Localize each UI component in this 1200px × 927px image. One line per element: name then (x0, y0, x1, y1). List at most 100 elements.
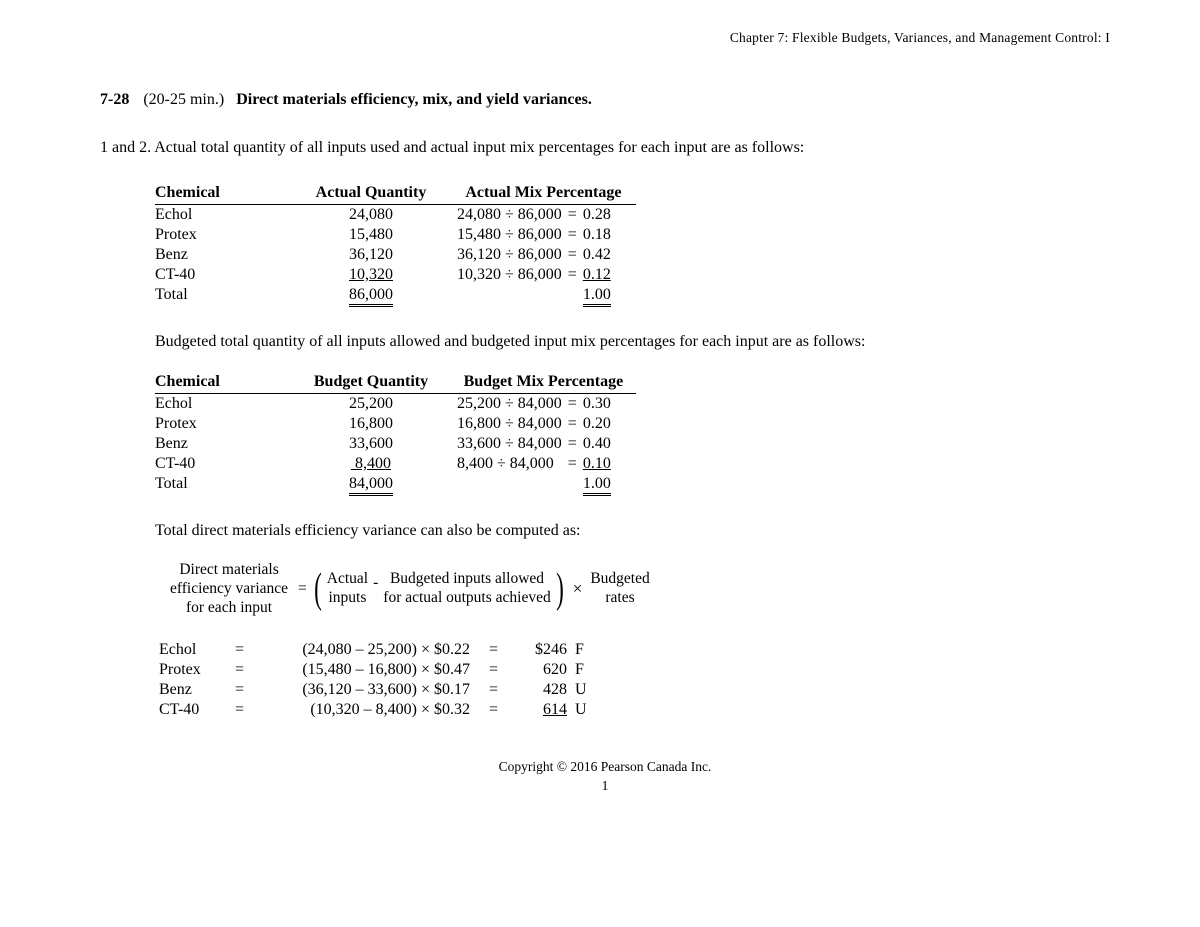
cell-chemical: CT-40 (155, 265, 291, 285)
table-row: Protex16,80016,800 ÷ 84,000=0.20 (155, 414, 636, 434)
eff-eq2: = (485, 640, 508, 660)
eff-eq2: = (485, 680, 508, 700)
cell-result: 0.10 (583, 454, 636, 474)
eff-flag: U (571, 680, 599, 700)
cell-eq: = (568, 245, 583, 265)
cell-chemical: Benz (155, 245, 291, 265)
col-budget-qty: Budget Quantity (291, 371, 457, 394)
eff-eq2: = (485, 660, 508, 680)
cell-eq: = (568, 205, 583, 226)
efficiency-intro: Total direct materials efficiency varian… (155, 522, 1110, 540)
table-row: CT-4010,32010,320 ÷ 86,000=0.12 (155, 265, 636, 285)
cell-chemical: Protex (155, 225, 291, 245)
eff-chem: Benz (155, 680, 223, 700)
eff-val: 614 (508, 700, 571, 720)
eff-flag: F (571, 660, 599, 680)
cell-eq: = (568, 225, 583, 245)
cell-eq: = (568, 414, 583, 434)
right-paren-icon: ) (556, 568, 564, 610)
cell-calc: 16,800 ÷ 84,000 (457, 414, 568, 434)
eff-val: 428 (508, 680, 571, 700)
table-total-row: Total 84,000 1.00 (155, 474, 636, 497)
eff-chem: Echol (155, 640, 223, 660)
eff-eq2: = (485, 700, 508, 720)
left-paren-icon: ( (314, 568, 322, 610)
table-header-row: Chemical Actual Quantity Actual Mix Perc… (155, 182, 636, 205)
eff-expr: (36,120 – 33,600) × $0.17 (256, 680, 485, 700)
cell-calc: 33,600 ÷ 84,000 (457, 434, 568, 454)
cell-eq: = (568, 454, 583, 474)
actual-table-wrap: Chemical Actual Quantity Actual Mix Perc… (155, 182, 1110, 308)
col-chemical: Chemical (155, 182, 291, 205)
table-total-row: Total 86,000 1.00 (155, 285, 636, 308)
page-footer: Copyright © 2016 Pearson Canada Inc. 1 (100, 758, 1110, 796)
eff-eq: = (223, 660, 256, 680)
col-budget-mix: Budget Mix Percentage (457, 371, 636, 394)
table-row: CT-40 8,4008,400 ÷ 84,000=0.10 (155, 454, 636, 474)
formula-lhs: Direct materials efficiency variance for… (170, 560, 288, 618)
cell-chemical: Protex (155, 414, 291, 434)
cell-result: 0.42 (583, 245, 636, 265)
eff-row: Benz=(36,120 – 33,600) × $0.17=428U (155, 680, 599, 700)
eff-eq: = (223, 700, 256, 720)
cell-qty: 15,480 (291, 225, 457, 245)
cell-qty: 10,320 (291, 265, 457, 285)
budget-table: Chemical Budget Quantity Budget Mix Perc… (155, 371, 636, 497)
total-res: 1.00 (583, 474, 636, 497)
page: Chapter 7: Flexible Budgets, Variances, … (0, 0, 1200, 826)
cell-calc: 8,400 ÷ 84,000 (457, 454, 568, 474)
cell-qty: 25,200 (291, 393, 457, 414)
problem-time: (20-25 min.) (143, 91, 224, 108)
cell-qty: 8,400 (291, 454, 457, 474)
cell-calc: 10,320 ÷ 86,000 (457, 265, 568, 285)
cell-qty: 36,120 (291, 245, 457, 265)
cell-result: 0.30 (583, 393, 636, 414)
cell-calc: 25,200 ÷ 84,000 (457, 393, 568, 414)
chapter-header: Chapter 7: Flexible Budgets, Variances, … (100, 30, 1110, 46)
copyright: Copyright © 2016 Pearson Canada Inc. (499, 759, 712, 774)
cell-result: 0.20 (583, 414, 636, 434)
table-row: Benz33,60033,600 ÷ 84,000=0.40 (155, 434, 636, 454)
cell-eq: = (568, 434, 583, 454)
formula-actual: Actualinputs (327, 570, 368, 607)
formula-minus: - (373, 574, 378, 592)
cell-result: 0.18 (583, 225, 636, 245)
cell-qty: 16,800 (291, 414, 457, 434)
table-row: Benz36,12036,120 ÷ 86,000=0.42 (155, 245, 636, 265)
efficiency-formula: Direct materials efficiency variance for… (170, 560, 1110, 618)
cell-calc: 24,080 ÷ 86,000 (457, 205, 568, 226)
cell-calc: 36,120 ÷ 86,000 (457, 245, 568, 265)
actual-table: Chemical Actual Quantity Actual Mix Perc… (155, 182, 636, 308)
cell-result: 0.12 (583, 265, 636, 285)
formula-paren-group: ( Actualinputs - Budgeted inputs allowed… (311, 568, 567, 610)
problem-title: Direct materials efficiency, mix, and yi… (236, 91, 592, 108)
table-header-row: Chemical Budget Quantity Budget Mix Perc… (155, 371, 636, 394)
formula-rates: Budgetedrates (590, 570, 649, 607)
eff-flag: U (571, 700, 599, 720)
eff-val: 620 (508, 660, 571, 680)
total-res: 1.00 (583, 285, 636, 308)
total-label: Total (155, 285, 291, 308)
problem-heading: 7-28 (20-25 min.) Direct materials effic… (100, 91, 1110, 109)
formula-times: × (573, 579, 583, 599)
eff-row: CT-40=(10,320 – 8,400) × $0.32= 614U (155, 700, 599, 720)
cell-result: 0.28 (583, 205, 636, 226)
cell-eq: = (568, 265, 583, 285)
cell-qty: 33,600 (291, 434, 457, 454)
total-qty: 84,000 (291, 474, 457, 497)
intro-text: 1 and 2. Actual total quantity of all in… (100, 139, 1110, 157)
formula-budgeted: Budgeted inputs allowedfor actual output… (383, 570, 550, 607)
eff-expr: (24,080 – 25,200) × $0.22 (256, 640, 485, 660)
eff-row: Echol=(24,080 – 25,200) × $0.22=$246F (155, 640, 599, 660)
eff-row: Protex=(15,480 – 16,800) × $0.47=620F (155, 660, 599, 680)
total-qty: 86,000 (291, 285, 457, 308)
eff-eq: = (223, 680, 256, 700)
cell-chemical: CT-40 (155, 454, 291, 474)
efficiency-calc-table: Echol=(24,080 – 25,200) × $0.22=$246FPro… (155, 640, 599, 720)
col-actual-mix: Actual Mix Percentage (457, 182, 636, 205)
eff-flag: F (571, 640, 599, 660)
formula-equals: = (298, 580, 307, 598)
cell-eq: = (568, 393, 583, 414)
eff-val: $246 (508, 640, 571, 660)
problem-number: 7-28 (100, 91, 129, 109)
